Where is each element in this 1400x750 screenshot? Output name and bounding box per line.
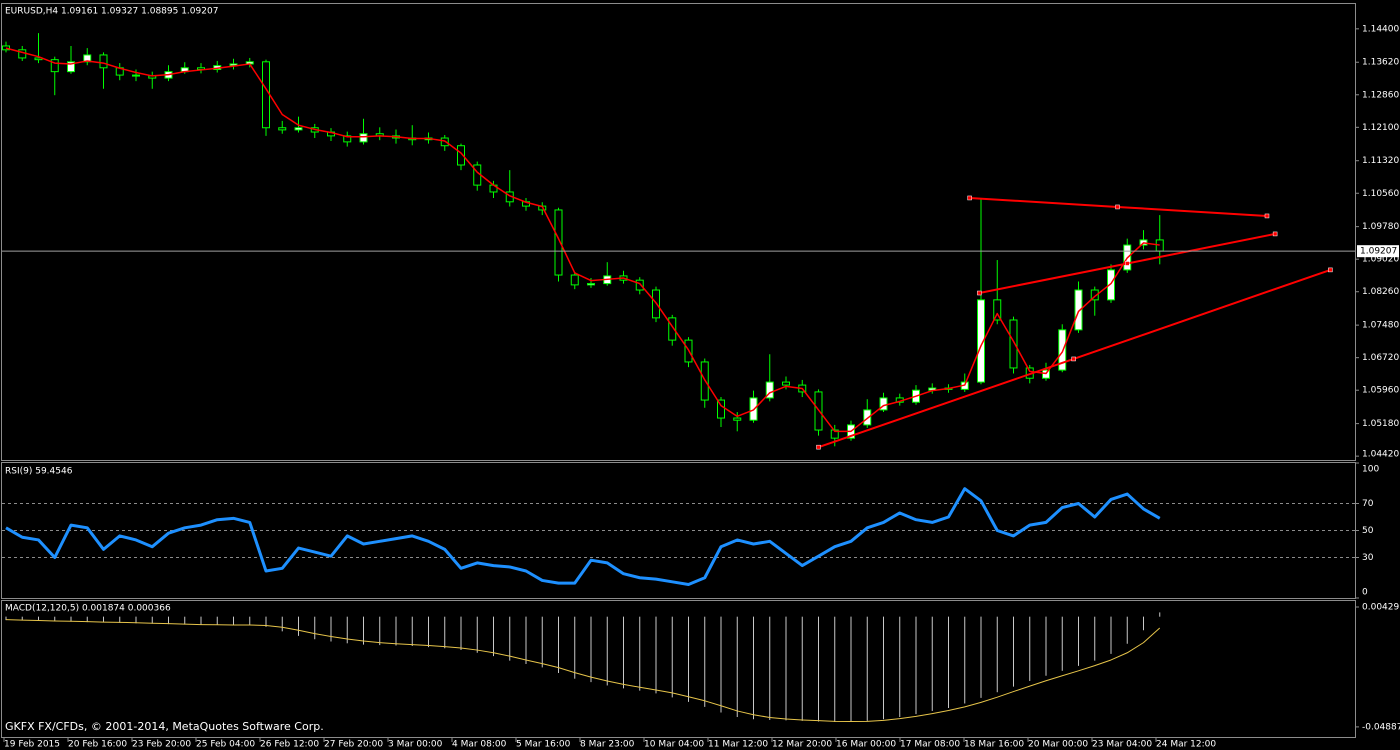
candle-body xyxy=(717,399,725,419)
copyright: GKFX FX/CFDs, © 2001-2014, MetaQuotes So… xyxy=(5,720,324,733)
x-tick-label: 23 Mar 04:00 xyxy=(1092,740,1152,750)
trend-point xyxy=(1115,204,1120,210)
y-tick-label: -0.048879 xyxy=(1362,722,1400,732)
moving-average xyxy=(5,47,1160,433)
trend-point xyxy=(1328,267,1333,273)
candle-body xyxy=(1009,319,1018,369)
candle-body xyxy=(278,127,287,131)
y-tick-label: 1.05960 xyxy=(1362,386,1399,396)
y-tick-label: 1.09020 xyxy=(1362,255,1399,265)
x-tick-label: 10 Mar 04:00 xyxy=(644,740,704,750)
candle-body xyxy=(977,299,985,383)
y-tick-label: 0 xyxy=(1362,588,1368,598)
trend-point xyxy=(977,290,982,296)
y-tick-label: 0.004291 xyxy=(1362,603,1400,613)
current-price-box xyxy=(1357,245,1399,258)
candle-body xyxy=(733,417,742,421)
y-tick-label: 50 xyxy=(1362,526,1374,536)
trend-point xyxy=(1125,261,1130,266)
candle-body xyxy=(668,317,677,341)
candle-body xyxy=(993,299,1002,321)
candle-body xyxy=(879,397,888,411)
x-tick-label: 8 Mar 23:00 xyxy=(580,740,635,750)
y-tick-label: 1.12860 xyxy=(1362,90,1399,100)
rsi-line xyxy=(5,487,1161,586)
y-tick-label: 1.10560 xyxy=(1362,189,1399,199)
y-tick-label: 30 xyxy=(1362,553,1374,563)
y-tick-label: 70 xyxy=(1362,499,1374,509)
candle-body xyxy=(457,145,465,166)
x-tick-label: 27 Feb 20:00 xyxy=(324,740,383,750)
x-tick-label: 20 Feb 16:00 xyxy=(68,740,127,750)
trend-point xyxy=(967,195,972,201)
candle-body xyxy=(99,54,108,69)
candle-body xyxy=(554,209,563,276)
candle-body xyxy=(262,61,270,129)
candle-body xyxy=(782,381,790,386)
trend-point xyxy=(1272,231,1278,237)
candle-body xyxy=(132,74,140,77)
x-tick-label: 20 Mar 00:00 xyxy=(1028,740,1088,750)
trend-point xyxy=(1071,356,1076,362)
rsi-title: RSI(9) 59.4546 xyxy=(5,467,73,477)
candle-body xyxy=(343,135,352,143)
y-tick-label: 100 xyxy=(1362,465,1379,475)
x-tick-label: 12 Mar 20:00 xyxy=(772,740,832,750)
candle-body xyxy=(587,283,595,286)
candle-body xyxy=(359,133,368,143)
candle-body xyxy=(83,54,92,63)
y-tick-label: 1.05180 xyxy=(1362,419,1399,429)
x-tick-label: 5 Mar 16:00 xyxy=(516,740,571,750)
y-tick-label: 1.08260 xyxy=(1362,287,1399,297)
x-tick-label: 19 Feb 2015 xyxy=(4,740,60,750)
chart-title: EURUSD,H4 1.09161 1.09327 1.08895 1.0920… xyxy=(5,7,218,17)
price-panel-frame xyxy=(1,3,1356,461)
x-tick-label: 17 Mar 08:00 xyxy=(900,740,960,750)
x-tick-label: 16 Mar 00:00 xyxy=(836,740,896,750)
x-tick-label: 26 Feb 12:00 xyxy=(260,740,319,750)
candle-body xyxy=(67,61,75,73)
x-tick-label: 18 Mar 16:00 xyxy=(964,740,1024,750)
x-tick-label: 3 Mar 00:00 xyxy=(388,740,443,750)
x-tick-label: 11 Mar 12:00 xyxy=(708,740,768,750)
macd-title: MACD(12,120,5) 0.001874 0.000366 xyxy=(5,604,171,614)
x-tick-label: 4 Mar 08:00 xyxy=(452,740,507,750)
y-tick-label: 1.04420 xyxy=(1362,450,1399,460)
trend-point xyxy=(1264,213,1270,219)
current-price-label: 1.09207 xyxy=(1360,247,1397,257)
y-tick-label: 1.14400 xyxy=(1362,24,1399,34)
x-tick-label: 25 Feb 04:00 xyxy=(196,740,255,750)
y-tick-label: 1.09780 xyxy=(1362,222,1399,232)
trend-point xyxy=(816,444,821,450)
candle-body xyxy=(1074,289,1083,331)
y-tick-label: 1.11320 xyxy=(1362,156,1399,166)
candle-body xyxy=(570,274,579,286)
candle-body xyxy=(863,409,872,426)
candle-body xyxy=(50,59,59,73)
x-tick-label: 24 Mar 12:00 xyxy=(1156,740,1216,750)
candle-body xyxy=(1058,329,1067,371)
candle-body xyxy=(1090,289,1099,301)
y-tick-label: 1.06720 xyxy=(1362,353,1399,363)
candle-body xyxy=(294,127,303,131)
candle-body xyxy=(830,429,839,439)
candle-body xyxy=(765,381,774,399)
candle-body xyxy=(635,279,644,291)
macd-panel-frame xyxy=(1,600,1356,738)
y-tick-label: 1.07480 xyxy=(1362,321,1399,331)
candle-body xyxy=(1107,269,1115,301)
y-tick-label: 1.13620 xyxy=(1362,58,1399,68)
macd-signal xyxy=(5,619,1161,723)
y-tick-label: 1.12100 xyxy=(1362,123,1399,133)
x-tick-label: 23 Feb 20:00 xyxy=(132,740,191,750)
candle-body xyxy=(2,45,10,51)
